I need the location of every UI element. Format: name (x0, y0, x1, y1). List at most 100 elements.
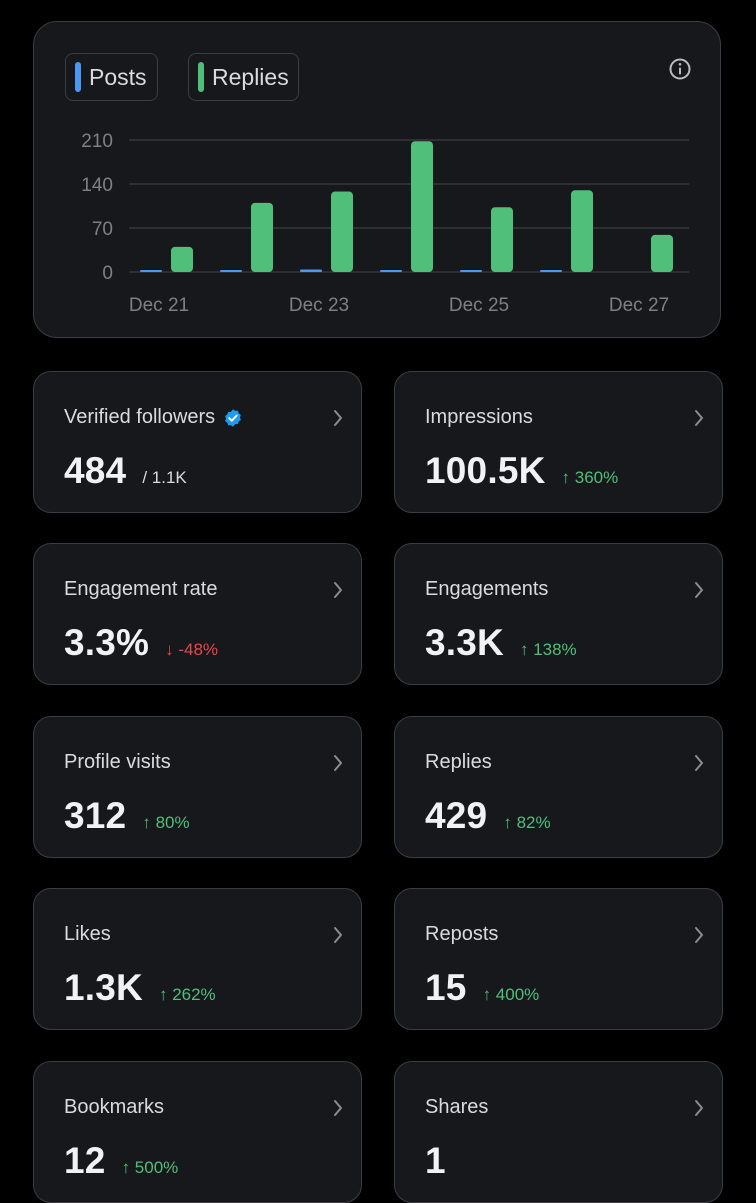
metric-label: Profile visits (64, 751, 171, 774)
y-tick-label: 210 (81, 131, 113, 152)
chevron-right-icon (695, 927, 703, 943)
chevron-right-icon (334, 927, 342, 943)
verified-badge-icon (225, 408, 242, 427)
metric-value-row: 312 ↑ 80% (64, 795, 190, 837)
metric-label-text: Shares (425, 1096, 489, 1118)
posts-swatch (75, 62, 81, 92)
metric-delta: ↑ 138% (519, 640, 577, 659)
bar-chart: 0 70 140 210 Dec 21 Dec 23 Dec 25 Dec 27 (81, 131, 689, 316)
metric-label-text: Replies (425, 751, 492, 773)
metric-value-row: 484 / 1.1K (64, 450, 187, 492)
info-icon[interactable] (668, 57, 692, 81)
posts-bar (380, 270, 402, 272)
posts-bar (220, 270, 242, 272)
metric-card-engagement-rate[interactable]: Engagement rate 3.3% ↓ -48% (33, 543, 362, 685)
metric-value: 484 (64, 450, 127, 491)
metric-label-text: Impressions (425, 406, 533, 428)
replies-bar (331, 191, 353, 272)
metric-card-engagements[interactable]: Engagements 3.3K ↑ 138% (394, 543, 723, 685)
replies-bar (651, 234, 673, 272)
chevron-right-icon (334, 410, 342, 426)
metric-card-impressions[interactable]: Impressions 100.5K ↑ 360% (394, 371, 723, 513)
y-tick-label: 140 (81, 175, 113, 196)
metric-label-text: Profile visits (64, 751, 171, 773)
metric-value: 312 (64, 795, 127, 836)
replies-bar (411, 141, 433, 272)
metric-card-replies[interactable]: Replies 429 ↑ 82% (394, 716, 723, 858)
metric-value: 3.3K (425, 622, 504, 663)
legend-replies-label: Replies (212, 63, 289, 90)
metric-value-row: 3.3% ↓ -48% (64, 622, 218, 664)
replies-bar (251, 202, 273, 272)
x-tick-label: Dec 25 (449, 295, 509, 316)
metric-card-verified-followers[interactable]: Verified followers 484 / 1.1K (33, 371, 362, 513)
replies-bar (491, 207, 513, 272)
metric-value-row: 3.3K ↑ 138% (425, 622, 577, 664)
metric-label-text: Likes (64, 923, 111, 945)
metric-value: 3.3% (64, 622, 150, 663)
metric-delta: ↑ 500% (121, 1158, 179, 1177)
metric-label-text: Bookmarks (64, 1096, 165, 1118)
chevron-right-icon (695, 582, 703, 598)
posts-bar (460, 270, 482, 272)
metric-card-profile-visits[interactable]: Profile visits 312 ↑ 80% (33, 716, 362, 858)
metric-label: Impressions (425, 406, 533, 429)
legend-posts-toggle[interactable]: Posts (65, 53, 158, 101)
metric-label-text: Verified followers (64, 406, 216, 428)
x-tick-label: Dec 23 (289, 295, 349, 316)
metric-delta: ↑ 82% (503, 813, 551, 832)
metric-value: 429 (425, 795, 488, 836)
metric-label: Bookmarks (64, 1096, 164, 1119)
metric-value-row: 1.3K ↑ 262% (64, 967, 216, 1009)
metric-label: Engagement rate (64, 578, 217, 601)
chevron-right-icon (695, 410, 703, 426)
chevron-right-icon (334, 755, 342, 771)
metric-delta: ↑ 262% (158, 985, 216, 1004)
metric-card-bookmarks[interactable]: Bookmarks 12 ↑ 500% (33, 1061, 362, 1203)
x-tick-label: Dec 27 (609, 295, 669, 316)
metric-label: Likes (64, 923, 111, 946)
metric-label: Shares (425, 1096, 488, 1119)
metric-card-reposts[interactable]: Reposts 15 ↑ 400% (394, 888, 723, 1030)
metric-value-row: 1 (425, 1140, 446, 1182)
x-tick-label: Dec 21 (129, 295, 189, 316)
replies-bar (171, 246, 193, 272)
metric-value-row: 429 ↑ 82% (425, 795, 551, 837)
metric-card-likes[interactable]: Likes 1.3K ↑ 262% (33, 888, 362, 1030)
chevron-right-icon (695, 1100, 703, 1116)
metric-label: Verified followers (64, 406, 243, 429)
metric-delta: ↑ 360% (561, 468, 619, 487)
metric-delta: ↑ 80% (142, 813, 190, 832)
metric-value: 15 (425, 967, 467, 1008)
metric-value-row: 100.5K ↑ 360% (425, 450, 618, 492)
metric-delta: ↓ -48% (165, 640, 219, 659)
metric-value: 1 (425, 1140, 446, 1181)
analytics-chart-card: Posts Replies 0 70 140 210 Dec 21 Dec 23 Dec 2… (33, 21, 721, 338)
metric-value-row: 15 ↑ 400% (425, 967, 539, 1009)
metric-delta: ↑ 400% (482, 985, 540, 1004)
metric-value: 12 (64, 1140, 106, 1181)
metric-value: 100.5K (425, 450, 546, 491)
metric-label-text: Reposts (425, 923, 499, 945)
metric-label-text: Engagement rate (64, 578, 218, 600)
chevron-right-icon (695, 755, 703, 771)
metric-label: Reposts (425, 923, 498, 946)
metric-total: / 1.1K (142, 468, 187, 487)
y-tick-label: 70 (92, 219, 113, 240)
metric-label-text: Engagements (425, 578, 549, 600)
chevron-right-icon (334, 582, 342, 598)
metric-card-shares[interactable]: Shares 1 (394, 1061, 723, 1203)
y-tick-label: 0 (102, 263, 113, 284)
replies-swatch (198, 62, 204, 92)
posts-bar (300, 269, 322, 272)
metric-label: Replies (425, 751, 492, 774)
legend-posts-label: Posts (89, 63, 147, 90)
metric-label: Engagements (425, 578, 548, 601)
replies-bar (571, 190, 593, 272)
posts-bar (540, 270, 562, 272)
posts-bar (140, 270, 162, 272)
metric-value: 1.3K (64, 967, 143, 1008)
metric-value-row: 12 ↑ 500% (64, 1140, 178, 1182)
legend-replies-toggle[interactable]: Replies (188, 53, 299, 101)
chevron-right-icon (334, 1100, 342, 1116)
